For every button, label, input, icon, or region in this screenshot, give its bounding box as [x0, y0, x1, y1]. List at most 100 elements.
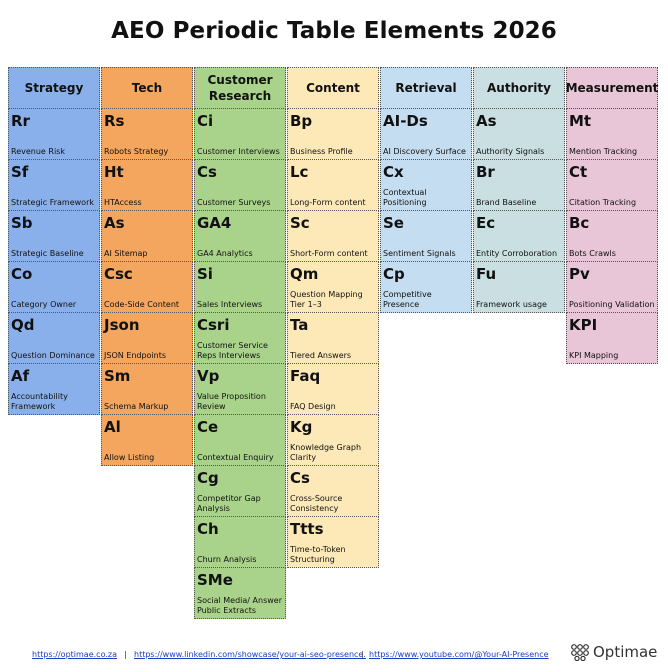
element-symbol: Br [476, 163, 495, 181]
element-cell: KPI KPI Mapping [566, 313, 658, 364]
element-symbol: Sb [11, 214, 33, 232]
element-name: Time-to-Token Structuring [290, 545, 346, 564]
element-name: Cross-Source Consistency [290, 494, 343, 513]
element-cell: Qd Question Dominance [8, 313, 100, 364]
element-name: Sales Interviews [197, 300, 263, 309]
element-cell: Faq FAQ Design [287, 364, 379, 415]
element-cell: Ce Contextual Enquiry [194, 415, 286, 466]
element-cell: Csc Code-Side Content [101, 262, 193, 313]
element-symbol: Mt [569, 112, 592, 130]
element-symbol: Faq [290, 367, 321, 385]
footer-link-linkedin[interactable]: https://www.linkedin.com/showcase/your-a… [134, 650, 366, 659]
element-name: Robots Strategy [104, 147, 169, 156]
element-name: Long-Form content [290, 198, 366, 207]
element-symbol: Ht [104, 163, 124, 181]
element-symbol: AI-Ds [383, 112, 428, 130]
element-name: Question Dominance [11, 351, 95, 360]
element-name: Competitor Gap Analysis [197, 494, 261, 513]
element-symbol: Ch [197, 520, 219, 538]
element-name: Allow Listing [104, 453, 155, 462]
element-name: Customer Service Reps Interviews [197, 341, 268, 360]
element-name: Knowledge Graph Clarity [290, 443, 362, 462]
element-symbol: SMe [197, 571, 233, 589]
element-name: Question Mapping Tier 1–3 [290, 290, 363, 309]
column-header: Content [287, 67, 379, 109]
element-cell: Cg Competitor Gap Analysis [194, 466, 286, 517]
element-symbol: Ec [476, 214, 496, 232]
element-cell: Af Accountability Framework [8, 364, 100, 415]
page-title: AEO Periodic Table Elements 2026 [111, 18, 557, 44]
element-name: FAQ Design [290, 402, 336, 411]
element-symbol: Qd [11, 316, 35, 334]
element-symbol: Bc [569, 214, 590, 232]
element-symbol: Vp [197, 367, 220, 385]
element-symbol: Sm [104, 367, 131, 385]
element-name: Mention Tracking [569, 147, 638, 156]
element-symbol: Ct [569, 163, 588, 181]
element-name: Accountability Framework [11, 392, 68, 411]
element-name: Short-Form content [290, 249, 368, 258]
element-cell: Lc Long-Form content [287, 160, 379, 211]
element-name: Strategic Baseline [11, 249, 84, 258]
element-symbol: Lc [290, 163, 309, 181]
element-name: Customer Surveys [197, 198, 271, 207]
element-cell: Ht HTAccess [101, 160, 193, 211]
element-name: Authority Signals [476, 147, 545, 156]
element-name: Contextual Positioning [383, 188, 427, 207]
element-symbol: Csri [197, 316, 230, 334]
optimae-logo: Optimae [570, 643, 657, 661]
element-symbol: Cx [383, 163, 404, 181]
element-cell: As Authority Signals [473, 109, 565, 160]
element-cell: Bp Business Profile [287, 109, 379, 160]
column-header: Retrieval [380, 67, 472, 109]
element-cell: Rs Robots Strategy [101, 109, 193, 160]
element-symbol: Fu [476, 265, 497, 283]
optimae-logo-text: Optimae [593, 643, 658, 661]
element-symbol: Al [104, 418, 121, 436]
element-name: Entity Corroboration [476, 249, 558, 258]
element-symbol: Qm [290, 265, 319, 283]
element-name: Code-Side Content [104, 300, 180, 309]
element-symbol: Json [104, 316, 140, 334]
element-cell: Ci Customer Interviews [194, 109, 286, 160]
footer-link-website[interactable]: https://optimae.co.za [32, 650, 117, 659]
element-name: Tiered Answers [290, 351, 352, 360]
element-name: Contextual Enquiry [197, 453, 274, 462]
column-tech: Tech Rs Robots Strategy Ht HTAccess As AI Site… [101, 67, 193, 466]
column-authority: Authority As Authority Signals Br Brand Base… [473, 67, 565, 313]
element-symbol: Pv [569, 265, 590, 283]
element-cell: GA4 GA4 Analytics [194, 211, 286, 262]
element-symbol: KPI [569, 316, 598, 334]
element-name: JSON Endpoints [104, 351, 167, 360]
element-name: Brand Baseline [476, 198, 537, 207]
element-cell: SMe Social Media/ Answer Public Extracts [194, 568, 286, 619]
element-cell: Sc Short-Form content [287, 211, 379, 262]
element-cell: Mt Mention Tracking [566, 109, 658, 160]
element-cell: Si Sales Interviews [194, 262, 286, 313]
element-name: Category Owner [11, 300, 77, 309]
column-retrieval: Retrieval AI-Ds AI Discovery Surface Cx Cont… [380, 67, 472, 313]
element-name: AI Discovery Surface [383, 147, 466, 156]
element-symbol: Sf [11, 163, 29, 181]
element-cell: Pv Positioning Validation [566, 262, 658, 313]
element-name: GA4 Analytics [197, 249, 253, 258]
element-symbol: Ce [197, 418, 219, 436]
element-symbol: Ttts [290, 520, 324, 538]
element-symbol: Si [197, 265, 213, 283]
element-cell: Cs Cross-Source Consistency [287, 466, 379, 517]
element-symbol: Rs [104, 112, 125, 130]
element-cell: Ec Entity Corroboration [473, 211, 565, 262]
element-cell: AI-Ds AI Discovery Surface [380, 109, 472, 160]
footer-link-youtube[interactable]: https://www.youtube.com/@Your-AI-Presenc… [369, 650, 549, 659]
column-header: Measurement [566, 67, 658, 109]
element-name: Value Proposition Review [197, 392, 266, 411]
element-name: Churn Analysis [197, 555, 257, 564]
element-symbol: Bp [290, 112, 313, 130]
element-symbol: As [104, 214, 125, 232]
element-symbol: Cp [383, 265, 405, 283]
element-name: AI Sitemap [104, 249, 148, 258]
column-measurement: Measurement Mt Mention Tracking Ct Citation … [566, 67, 658, 364]
element-cell: Al Allow Listing [101, 415, 193, 466]
element-symbol: Csc [104, 265, 133, 283]
element-name: Bots Crawls [569, 249, 616, 258]
